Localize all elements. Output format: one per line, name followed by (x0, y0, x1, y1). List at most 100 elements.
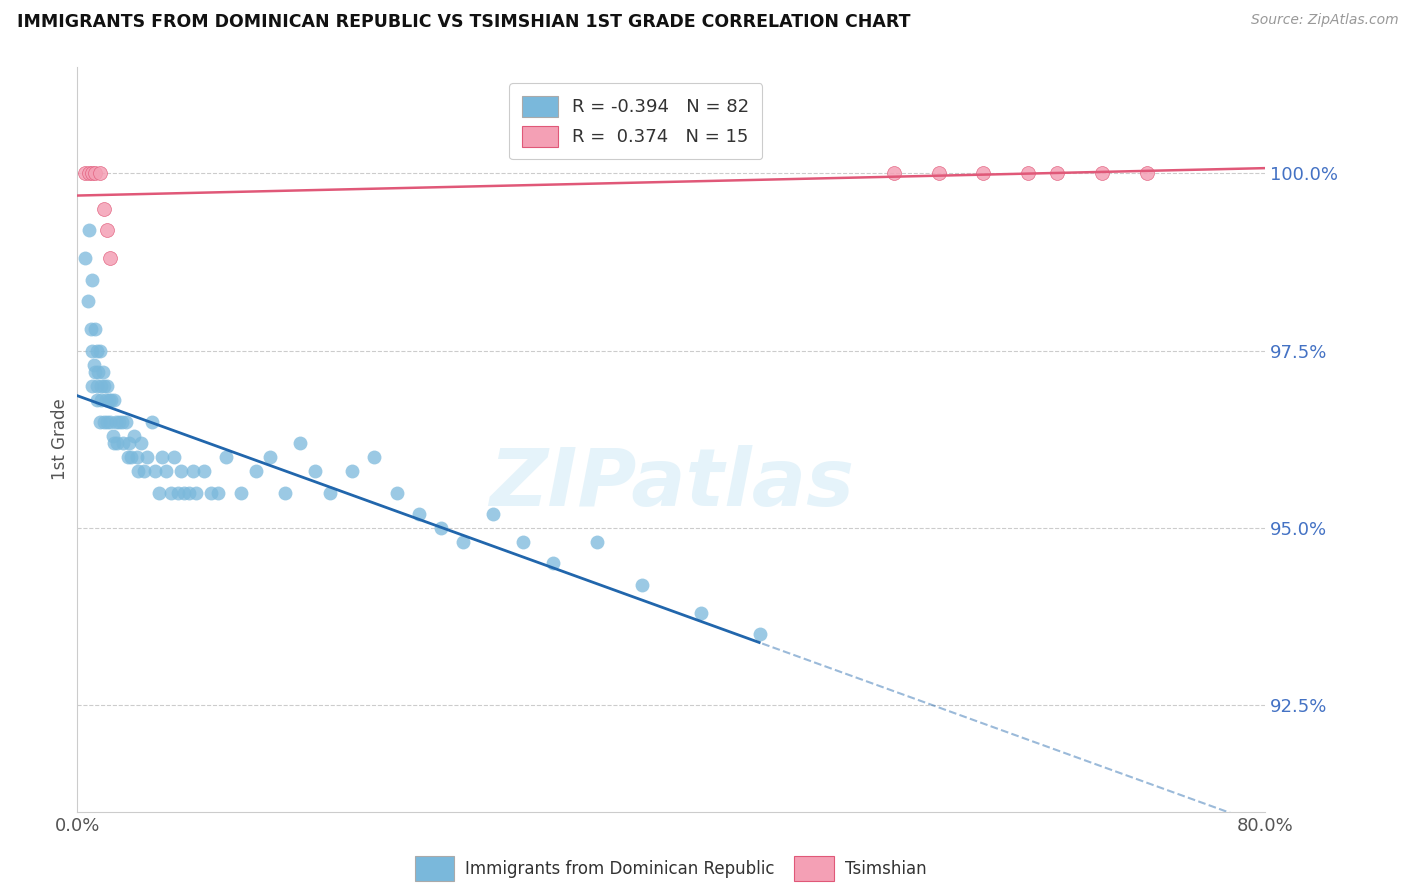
Point (101, 429, 124, 443)
Point (86, 393, 108, 408)
Point (1017, 166, 1039, 180)
Point (129, 435, 152, 450)
Point (143, 464, 166, 478)
Point (630, 578, 652, 592)
Point (186, 485, 208, 500)
Point (96, 223, 118, 237)
Point (512, 535, 534, 549)
Point (98, 415, 121, 429)
Point (972, 166, 994, 180)
Point (288, 435, 311, 450)
Point (181, 464, 204, 478)
Point (177, 485, 200, 500)
Point (96, 415, 118, 429)
Point (117, 450, 139, 464)
Point (453, 535, 475, 549)
Legend: R = -0.394   N = 82, R =  0.374   N = 15: R = -0.394 N = 82, R = 0.374 N = 15 (509, 83, 762, 160)
Text: Source: ZipAtlas.com: Source: ZipAtlas.com (1251, 13, 1399, 28)
Point (1135, 166, 1157, 180)
Point (76, 293, 98, 308)
Point (148, 485, 170, 500)
Point (141, 415, 163, 429)
Point (97, 393, 120, 408)
Point (77, 166, 100, 180)
Point (90, 379, 112, 393)
Point (80, 322, 103, 336)
Point (482, 507, 505, 521)
Point (103, 435, 125, 450)
Point (167, 485, 190, 500)
Point (93, 379, 115, 393)
Point (83, 358, 105, 372)
Point (274, 485, 297, 500)
Point (193, 464, 215, 478)
Point (82, 379, 104, 393)
Point (115, 415, 138, 429)
Point (586, 535, 609, 549)
Point (118, 435, 141, 450)
Text: Tsimshian: Tsimshian (845, 860, 927, 878)
Point (86, 379, 108, 393)
Text: ZIPatlas: ZIPatlas (489, 445, 853, 523)
Point (125, 450, 148, 464)
Point (150, 450, 173, 464)
Point (304, 464, 326, 478)
Point (749, 627, 772, 641)
Point (363, 450, 385, 464)
Point (155, 464, 177, 478)
Text: IMMIGRANTS FROM DOMINICAN REPUBLIC VS TSIMSHIAN 1ST GRADE CORRELATION CHART: IMMIGRANTS FROM DOMINICAN REPUBLIC VS TS… (17, 13, 910, 31)
Point (104, 415, 127, 429)
Point (84, 322, 107, 336)
Point (100, 393, 122, 408)
Point (127, 464, 149, 478)
Point (340, 464, 363, 478)
Point (136, 450, 159, 464)
Point (134, 464, 156, 478)
Point (385, 485, 408, 500)
Point (89, 343, 111, 358)
Point (170, 464, 193, 478)
Point (541, 557, 564, 571)
Point (107, 435, 129, 450)
Point (94, 393, 117, 408)
Point (93, 202, 115, 216)
Point (111, 415, 134, 429)
Point (108, 415, 131, 429)
Point (89, 166, 111, 180)
Point (408, 507, 430, 521)
Point (245, 464, 267, 478)
Point (103, 393, 125, 408)
Point (259, 450, 281, 464)
Point (84, 365, 107, 379)
Point (90, 393, 112, 408)
Point (86, 343, 108, 358)
Point (73, 252, 96, 266)
Point (690, 606, 713, 620)
Point (200, 485, 222, 500)
Point (82, 273, 104, 287)
Text: Immigrants from Dominican Republic: Immigrants from Dominican Republic (465, 860, 775, 878)
Point (93, 415, 115, 429)
Y-axis label: 1st Grade: 1st Grade (51, 399, 69, 480)
Point (430, 521, 453, 535)
Point (82, 343, 104, 358)
Point (91, 365, 114, 379)
Point (1046, 166, 1069, 180)
Point (229, 485, 252, 500)
Point (122, 429, 145, 443)
Point (87, 365, 110, 379)
Point (163, 450, 186, 464)
Point (173, 485, 195, 500)
Point (215, 450, 238, 464)
Point (84, 166, 107, 180)
Point (160, 485, 183, 500)
Point (96, 379, 118, 393)
Point (120, 450, 142, 464)
Point (73, 166, 96, 180)
Point (89, 415, 111, 429)
Point (82, 166, 104, 180)
Point (883, 166, 905, 180)
Point (98, 252, 121, 266)
Point (207, 485, 229, 500)
Point (1091, 166, 1114, 180)
